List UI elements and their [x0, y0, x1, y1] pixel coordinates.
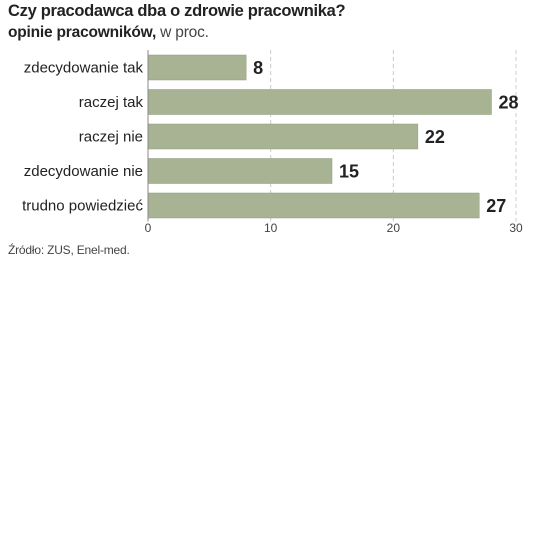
- bar-5: [147, 192, 480, 219]
- category-label: zdecydowanie nie: [24, 163, 143, 180]
- bar-2: [147, 89, 492, 115]
- category-label: trudno powiedzieć: [22, 198, 143, 215]
- x-tick-label: 10: [264, 221, 278, 235]
- category-label: zdecydowanie tak: [24, 60, 144, 77]
- value-label: 15: [339, 162, 359, 182]
- category-label: raczej nie: [79, 129, 143, 146]
- source-note: Źródło: ZUS, Enel-med.: [8, 243, 130, 257]
- x-tick-label: 0: [145, 221, 152, 235]
- x-tick-label: 30: [509, 221, 523, 235]
- x-tick-label: 20: [387, 221, 401, 235]
- value-label: 28: [498, 93, 518, 113]
- bar-chart: 0 10 20 30 zdecydowanie tak 8 raczej tak 28 racz…: [22, 50, 523, 235]
- chart-title: Czy pracodawca dba o zdrowie pracownika?: [8, 2, 346, 20]
- bar-4: [147, 158, 333, 184]
- value-label: 27: [486, 196, 506, 216]
- subtitle-unit: w proc.: [156, 24, 209, 41]
- subtitle-main: opinie pracowników,: [8, 24, 157, 41]
- chart-subtitle: opinie pracowników, w proc.: [8, 24, 209, 42]
- value-label: 8: [253, 58, 263, 78]
- bar-3: [147, 123, 419, 150]
- bar-1: [147, 54, 247, 81]
- value-label: 22: [425, 127, 445, 147]
- category-label: raczej tak: [79, 94, 144, 111]
